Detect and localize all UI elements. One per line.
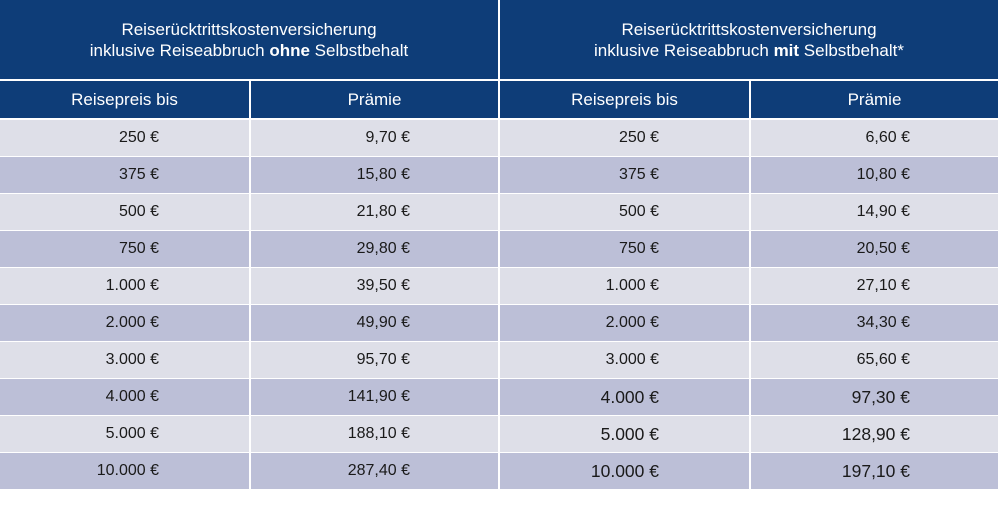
cell-price: 375 € [118, 166, 159, 183]
table-row: 750 € 20,50 € [500, 231, 998, 268]
cell-price: 1.000 € [105, 277, 159, 294]
table-row: 5.000 € 188,10 € [0, 416, 498, 453]
cell-price: 2.000 € [605, 314, 659, 331]
table-row: 500 € 14,90 € [500, 194, 998, 231]
cell-price: 2.000 € [105, 314, 159, 331]
cell-price: 750 € [118, 240, 159, 257]
cell-price: 375 € [618, 166, 659, 183]
title-line-2-post: Selbstbehalt [309, 40, 409, 60]
cell-price: 500 € [118, 203, 159, 220]
table-row: 750 € 29,80 € [0, 231, 498, 268]
table-row: 10.000 € 197,10 € [500, 453, 998, 490]
cell-price: 500 € [618, 203, 659, 220]
cell-premium: 65,60 € [749, 342, 998, 378]
table-row: 2.000 € 34,30 € [500, 305, 998, 342]
cell-premium: 287,40 € [249, 453, 498, 489]
cell-premium: 6,60 € [749, 120, 998, 156]
column-header-price: Reisepreis bis [71, 89, 178, 109]
table-body: 250 €9,70 €375 €15,80 €500 €21,80 €750 €… [0, 120, 498, 490]
table-title: Reiserücktrittskostenversicherung inklus… [0, 0, 498, 81]
title-line-1: Reiserücktrittskostenversicherung [121, 19, 377, 39]
cell-premium: 39,50 € [249, 268, 498, 304]
table-row: 1.000 € 27,10 € [500, 268, 998, 305]
table-without-deductible: Reiserücktrittskostenversicherung inklus… [0, 0, 498, 508]
cell-price: 3.000 € [605, 351, 659, 368]
cell-premium: 10,80 € [749, 157, 998, 193]
cell-premium: 27,10 € [749, 268, 998, 304]
cell-premium: 188,10 € [249, 416, 498, 452]
title-line-2-post: Selbstbehalt* [799, 40, 904, 60]
table-row: 4.000 € 141,90 € [0, 379, 498, 416]
cell-price: 250 € [618, 129, 659, 146]
title-line-1: Reiserücktrittskostenversicherung [621, 19, 877, 39]
cell-premium: 34,30 € [749, 305, 998, 341]
cell-price: 1.000 € [605, 277, 659, 294]
title-line-2-bold: ohne [269, 40, 310, 60]
table-row: 10.000 € 287,40 € [0, 453, 498, 490]
table-row: 3.000 € 65,60 € [500, 342, 998, 379]
cell-premium: 20,50 € [749, 231, 998, 267]
cell-premium: 9,70 € [249, 120, 498, 156]
column-header-premium: Prämie [249, 81, 498, 118]
title-line-2-pre: inklusive Reiseabbruch [594, 40, 774, 60]
table-row: 500 € 21,80 € [0, 194, 498, 231]
cell-price: 750 € [618, 240, 659, 257]
cell-premium: 14,90 € [749, 194, 998, 230]
cell-price: 4.000 € [105, 388, 159, 405]
cell-price: 10.000 € [590, 460, 659, 481]
cell-premium: 21,80 € [249, 194, 498, 230]
cell-premium: 15,80 € [249, 157, 498, 193]
column-header-row: Reisepreis bis Prämie [500, 81, 998, 120]
cell-price: 10.000 € [96, 462, 159, 479]
cell-premium: 97,30 € [749, 379, 998, 415]
table-with-deductible: Reiserücktrittskostenversicherung inklus… [500, 0, 998, 508]
cell-price: 4.000 € [600, 386, 659, 407]
table-row: 5.000 € 128,90 € [500, 416, 998, 453]
cell-premium: 29,80 € [249, 231, 498, 267]
title-line-2-bold: mit [773, 40, 800, 60]
table-row: 1.000 € 39,50 € [0, 268, 498, 305]
table-title: Reiserücktrittskostenversicherung inklus… [500, 0, 998, 81]
cell-premium: 95,70 € [249, 342, 498, 378]
title-line-2-pre: inklusive Reiseabbruch [89, 40, 270, 60]
column-header-premium: Prämie [749, 81, 998, 118]
table-row: 4.000 € 97,30 € [500, 379, 998, 416]
table-row: 250 € 6,60 € [500, 120, 998, 157]
cell-price: 5.000 € [600, 423, 659, 444]
table-row: 375 € 15,80 € [0, 157, 498, 194]
table-row: 3.000 € 95,70 € [0, 342, 498, 379]
cell-premium: 197,10 € [749, 453, 998, 489]
table-row: 250 € 9,70 € [0, 120, 498, 157]
table-body: 250 €6,60 €375 €10,80 €500 €14,90 €750 €… [500, 120, 998, 490]
table-row: 375 € 10,80 € [500, 157, 998, 194]
cell-premium: 128,90 € [749, 416, 998, 452]
column-header-price: Reisepreis bis [571, 89, 678, 109]
cell-price: 3.000 € [105, 351, 159, 368]
title-line-2: inklusive Reiseabbruch mit Selbstbehalt* [594, 40, 904, 61]
cell-price: 250 € [118, 129, 159, 146]
cell-premium: 141,90 € [249, 379, 498, 415]
table-row: 2.000 € 49,90 € [0, 305, 498, 342]
title-line-2: inklusive Reiseabbruch ohne Selbstbehalt [90, 40, 408, 61]
cell-price: 5.000 € [105, 425, 159, 442]
column-header-row: Reisepreis bis Prämie [0, 81, 498, 120]
cell-premium: 49,90 € [249, 305, 498, 341]
